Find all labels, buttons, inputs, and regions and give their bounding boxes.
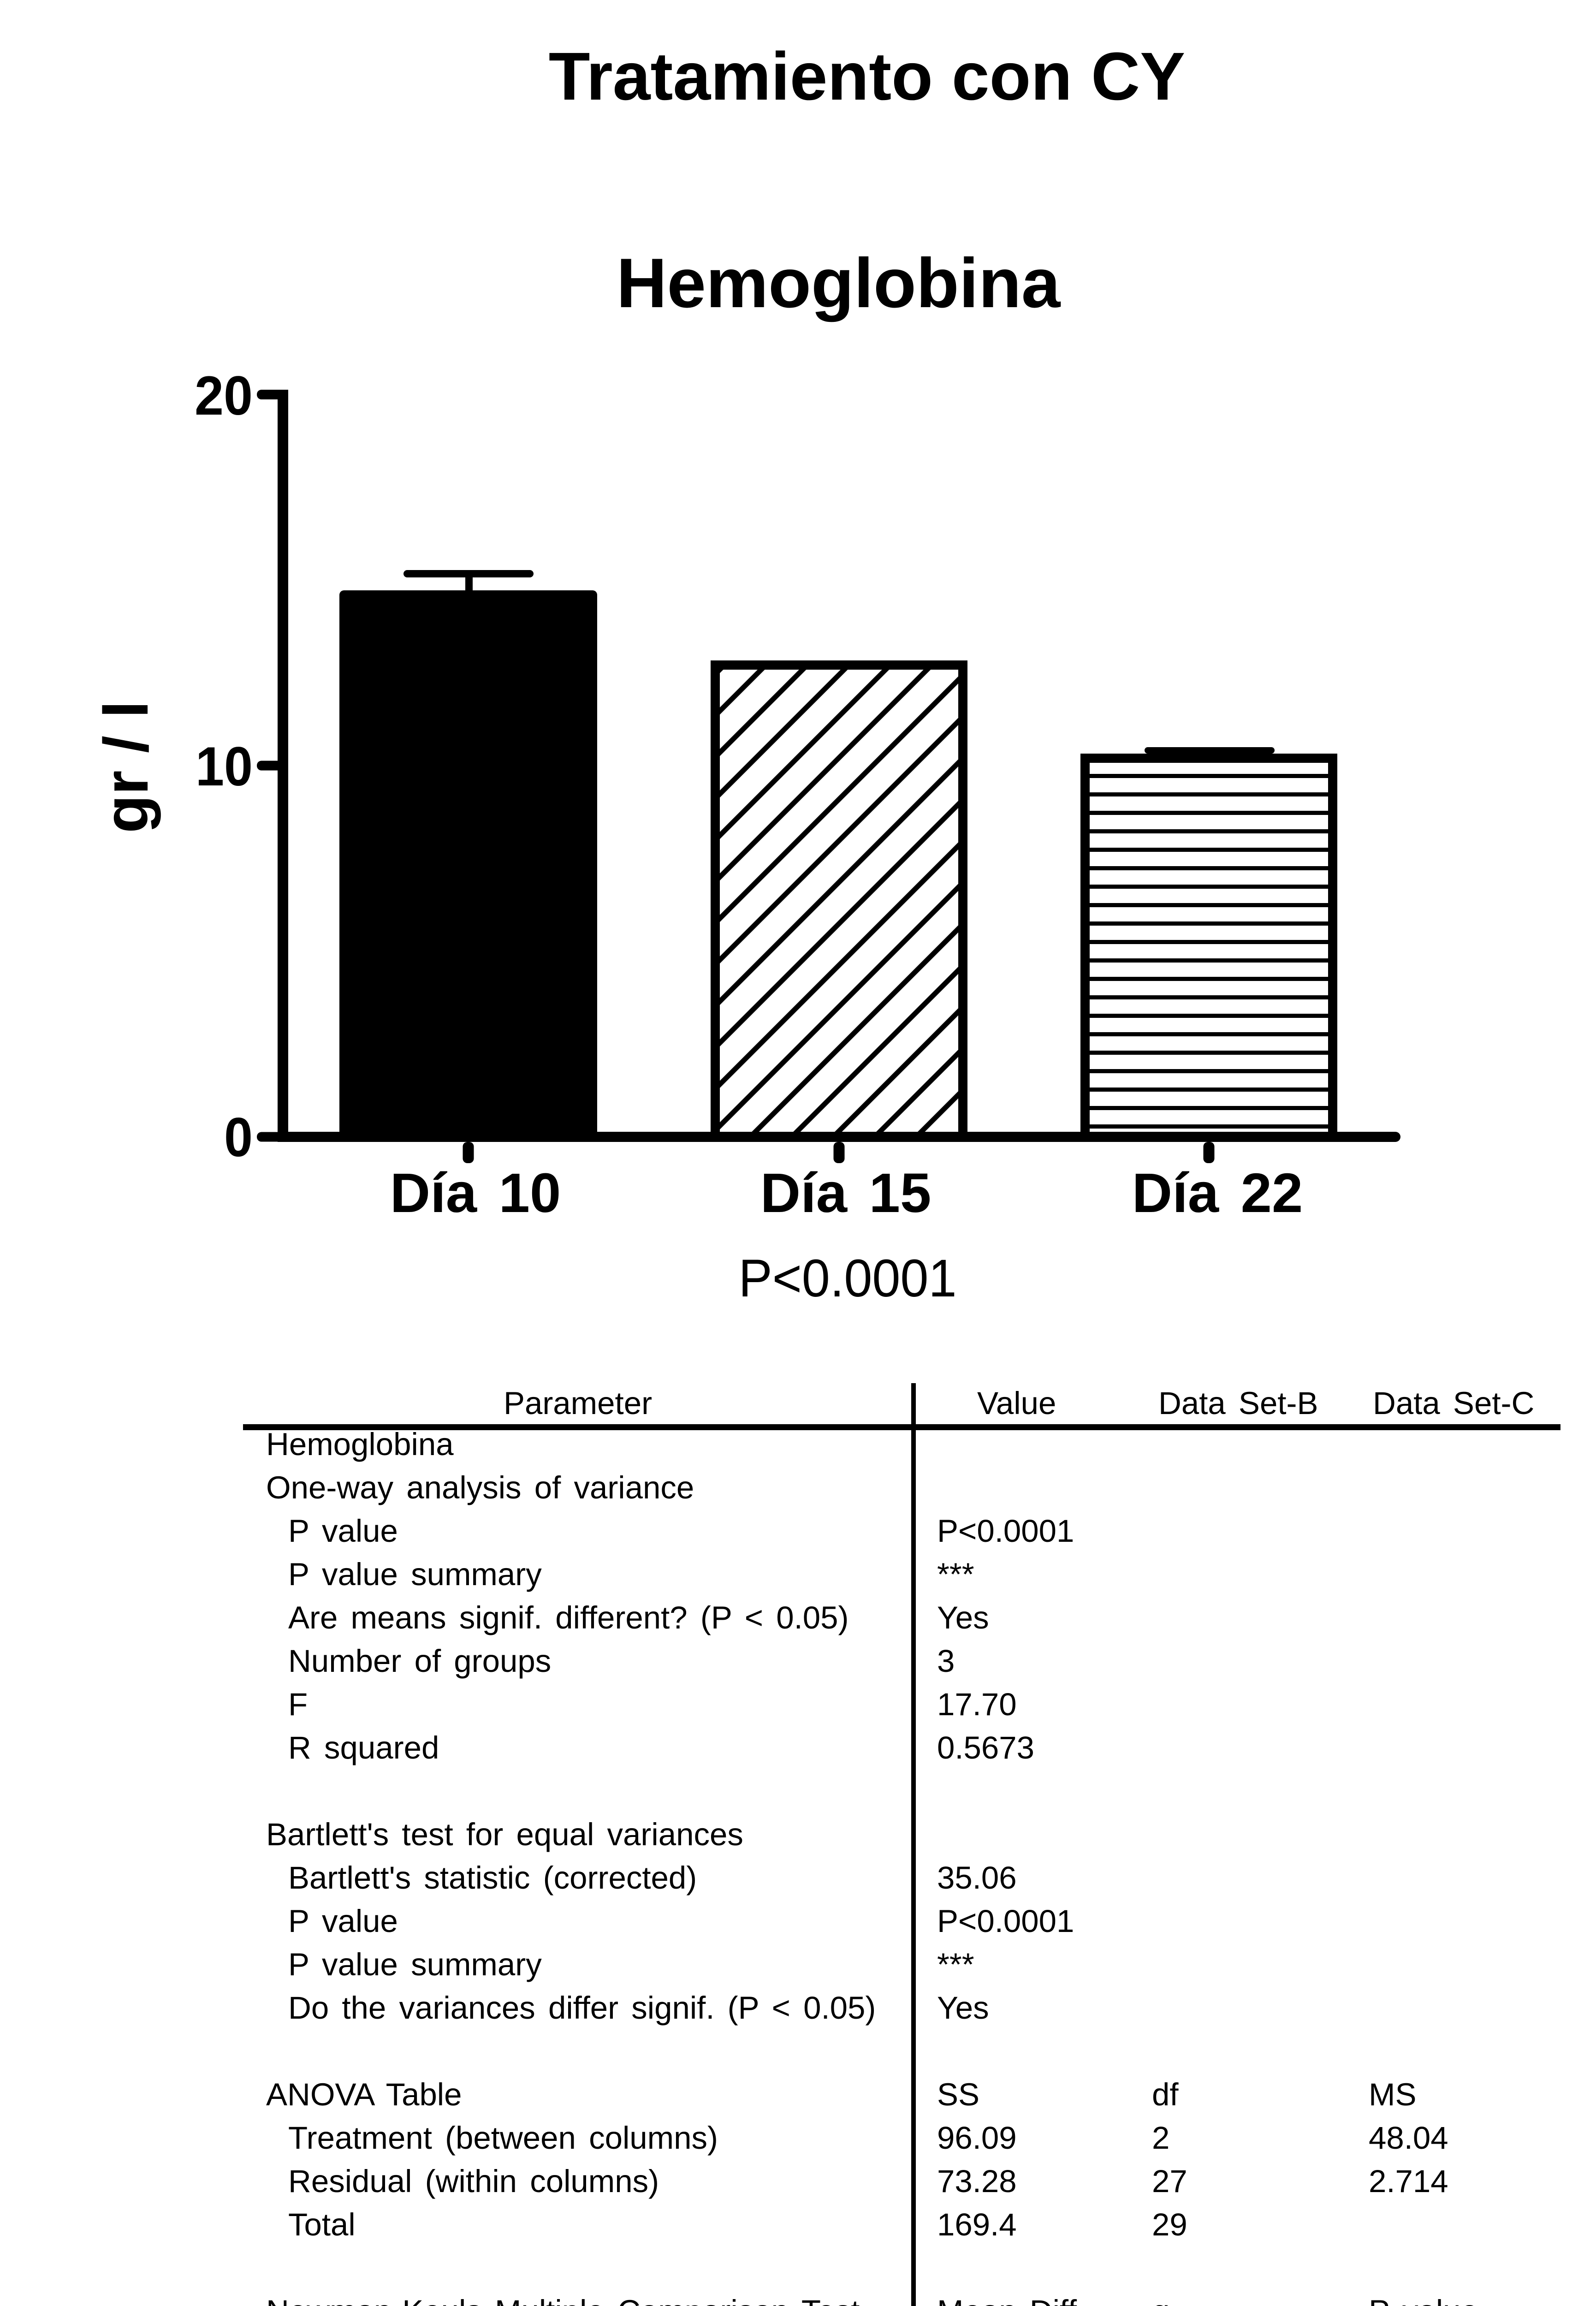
svg-text:***: *** bbox=[937, 1557, 974, 1592]
svg-text:SS: SS bbox=[937, 2077, 979, 2112]
svg-text:One-way analysis of variance: One-way analysis of variance bbox=[266, 1470, 694, 1505]
svg-text:ANOVA Table: ANOVA Table bbox=[266, 2077, 462, 2112]
svg-text:Mean Diff.: Mean Diff. bbox=[937, 2294, 1086, 2306]
svg-text:Do the variances differ signif: Do the variances differ signif. (P < 0.0… bbox=[288, 1990, 876, 2026]
svg-text:Hemoglobina: Hemoglobina bbox=[617, 244, 1061, 322]
svg-text:48.04: 48.04 bbox=[1369, 2120, 1448, 2156]
svg-text:35.06: 35.06 bbox=[937, 1860, 1017, 1896]
svg-text:0.5673: 0.5673 bbox=[937, 1730, 1034, 1765]
svg-text:169.4: 169.4 bbox=[937, 2207, 1017, 2242]
svg-text:3: 3 bbox=[937, 1643, 955, 1679]
svg-text:96.09: 96.09 bbox=[937, 2120, 1017, 2156]
svg-text:R squared: R squared bbox=[288, 1730, 439, 1765]
svg-text:Yes: Yes bbox=[937, 1990, 989, 2026]
svg-text:27: 27 bbox=[1152, 2163, 1187, 2199]
svg-text:Treatment (between columns): Treatment (between columns) bbox=[288, 2120, 718, 2156]
svg-text:Yes: Yes bbox=[937, 1600, 989, 1635]
svg-text:P value summary: P value summary bbox=[288, 1557, 542, 1592]
svg-text:q: q bbox=[1152, 2294, 1169, 2306]
svg-text:P<0.0001: P<0.0001 bbox=[937, 1903, 1074, 1939]
svg-text:P<0.0001: P<0.0001 bbox=[739, 1249, 957, 1308]
svg-text:df: df bbox=[1152, 2077, 1179, 2112]
svg-text:P value: P value bbox=[288, 1513, 398, 1549]
svg-text:Bartlett's statistic (correcte: Bartlett's statistic (corrected) bbox=[288, 1860, 697, 1896]
svg-text:2: 2 bbox=[1152, 2120, 1169, 2156]
svg-text:P value: P value bbox=[1369, 2294, 1478, 2306]
svg-text:29: 29 bbox=[1152, 2207, 1187, 2242]
svg-text:Día 15: Día 15 bbox=[760, 1161, 931, 1224]
svg-text:Hemoglobina: Hemoglobina bbox=[266, 1426, 454, 1462]
svg-text:10: 10 bbox=[196, 736, 253, 797]
svg-text:P<0.0001: P<0.0001 bbox=[937, 1513, 1074, 1549]
svg-text:Día 22: Día 22 bbox=[1132, 1161, 1303, 1224]
svg-text:73.28: 73.28 bbox=[937, 2163, 1017, 2199]
svg-text:F: F bbox=[288, 1687, 308, 1722]
svg-text:***: *** bbox=[937, 1947, 974, 1982]
svg-text:P value: P value bbox=[288, 1903, 398, 1939]
svg-text:Newman-Keuls Multiple Comparis: Newman-Keuls Multiple Comparison Test bbox=[266, 2294, 860, 2306]
svg-text:Total: Total bbox=[288, 2207, 356, 2242]
svg-text:Number of groups: Number of groups bbox=[288, 1643, 551, 1679]
svg-text:MS: MS bbox=[1369, 2077, 1417, 2112]
svg-text:P value summary: P value summary bbox=[288, 1947, 542, 1982]
svg-text:0: 0 bbox=[224, 1106, 253, 1168]
svg-text:gr / l: gr / l bbox=[91, 701, 161, 833]
svg-text:2.714: 2.714 bbox=[1369, 2163, 1448, 2199]
svg-text:Data Set-C: Data Set-C bbox=[1373, 1385, 1534, 1421]
svg-text:20: 20 bbox=[195, 365, 253, 427]
svg-text:Día 10: Día 10 bbox=[390, 1161, 561, 1224]
svg-text:Parameter: Parameter bbox=[504, 1385, 652, 1421]
svg-text:Tratamiento con CY: Tratamiento con CY bbox=[549, 39, 1185, 114]
svg-text:Data Set-B: Data Set-B bbox=[1158, 1385, 1318, 1421]
svg-text:Are means signif. different? (: Are means signif. different? (P < 0.05) bbox=[288, 1600, 849, 1635]
svg-text:Residual (within columns): Residual (within columns) bbox=[288, 2163, 659, 2199]
svg-text:Bartlett's test for equal vari: Bartlett's test for equal variances bbox=[266, 1817, 743, 1852]
svg-text:17.70: 17.70 bbox=[937, 1687, 1017, 1722]
svg-text:Value: Value bbox=[977, 1385, 1056, 1421]
